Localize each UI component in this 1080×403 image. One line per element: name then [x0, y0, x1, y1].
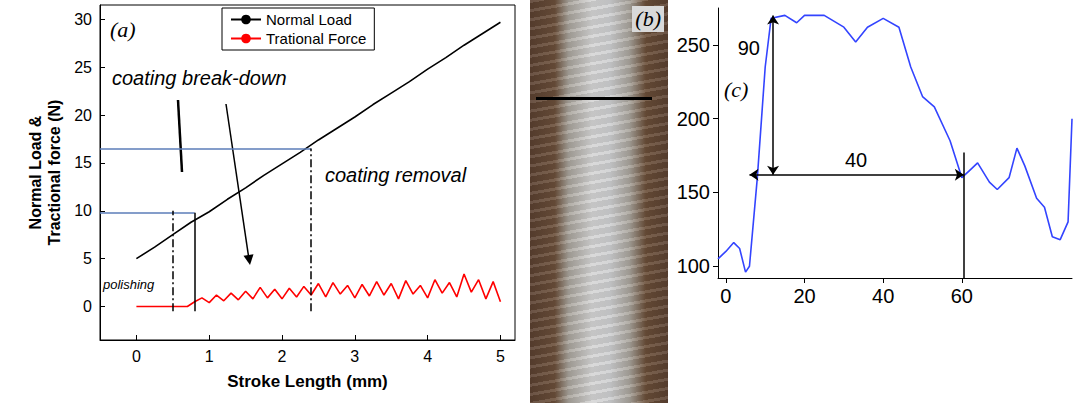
- svg-text:Stroke Length (mm): Stroke Length (mm): [227, 372, 388, 391]
- svg-text:90: 90: [738, 37, 760, 59]
- svg-text:150: 150: [677, 181, 710, 203]
- svg-text:30: 30: [74, 11, 92, 28]
- svg-text:0: 0: [83, 298, 92, 315]
- svg-text:(c): (c): [724, 77, 748, 102]
- svg-text:2: 2: [278, 348, 287, 365]
- svg-text:40: 40: [845, 149, 867, 171]
- svg-text:100: 100: [677, 255, 710, 277]
- svg-text:20: 20: [74, 107, 92, 124]
- svg-text:Normal Load: Normal Load: [266, 11, 352, 28]
- svg-text:200: 200: [677, 108, 710, 130]
- svg-text:3: 3: [350, 348, 359, 365]
- svg-text:Trational Force: Trational Force: [266, 30, 366, 47]
- svg-text:Tractional force (N): Tractional force (N): [46, 100, 63, 246]
- svg-text:10: 10: [74, 202, 92, 219]
- svg-text:1: 1: [205, 348, 214, 365]
- svg-text:4: 4: [423, 348, 432, 365]
- svg-text:5: 5: [496, 348, 505, 365]
- html-text:(b): (b): [635, 6, 661, 31]
- svg-text:20: 20: [793, 285, 815, 307]
- svg-text:40: 40: [872, 285, 894, 307]
- svg-text:coating break-down: coating break-down: [112, 67, 287, 89]
- svg-text:250: 250: [677, 34, 710, 56]
- svg-text:polishing: polishing: [102, 277, 155, 292]
- svg-text:0: 0: [720, 285, 731, 307]
- svg-text:coating removal: coating removal: [325, 164, 467, 186]
- svg-text:25: 25: [74, 59, 92, 76]
- svg-text:(a): (a): [110, 17, 136, 42]
- svg-text:15: 15: [74, 154, 92, 171]
- svg-text:60: 60: [951, 285, 973, 307]
- svg-text:Normal Load &: Normal Load &: [27, 115, 44, 229]
- svg-text:5: 5: [83, 250, 92, 267]
- svg-text:0: 0: [132, 348, 141, 365]
